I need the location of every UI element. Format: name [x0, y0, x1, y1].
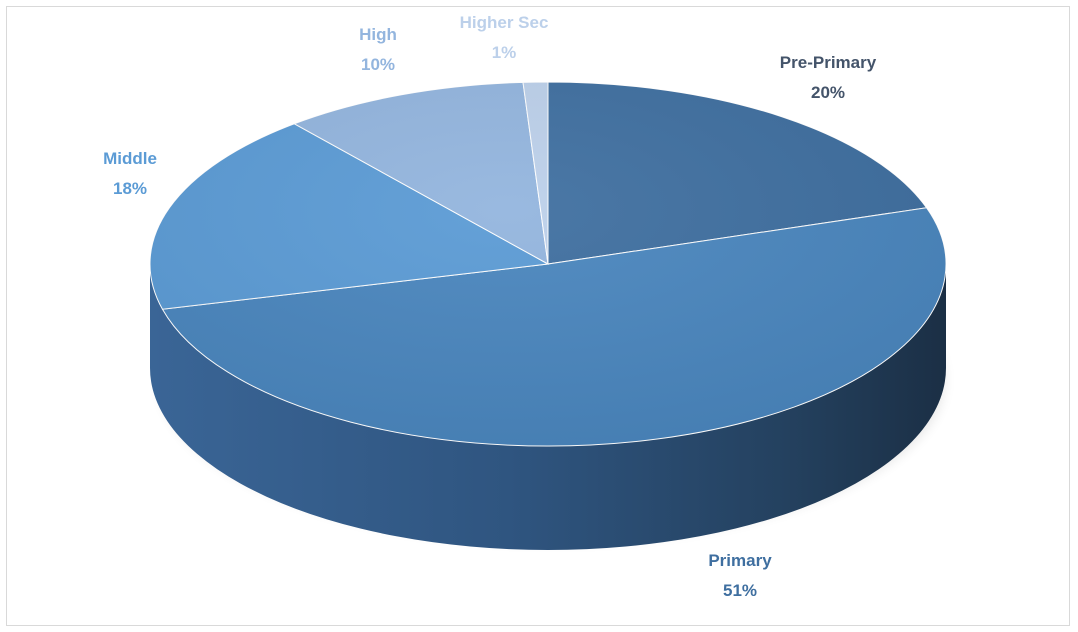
slice-value-high: 10%: [361, 55, 395, 74]
slice-label-higher-sec: Higher Sec: [460, 13, 549, 32]
slice-value-middle: 18%: [113, 179, 147, 198]
slice-label-pre-primary: Pre-Primary: [780, 53, 877, 72]
slice-label-primary: Primary: [708, 551, 772, 570]
pie-side-wall: [150, 264, 946, 550]
slice-value-higher-sec: 1%: [492, 43, 517, 62]
slice-label-middle: Middle: [103, 149, 157, 168]
slice-value-primary: 51%: [723, 581, 757, 600]
slice-value-pre-primary: 20%: [811, 83, 845, 102]
slice-label-high: High: [359, 25, 397, 44]
